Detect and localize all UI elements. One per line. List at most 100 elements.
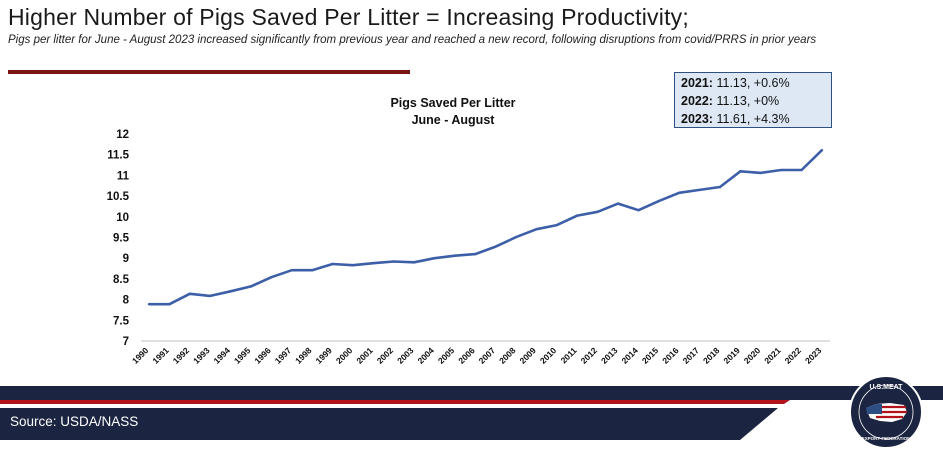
data-point [310,269,314,272]
footer-band [0,386,943,440]
data-point [249,285,253,288]
data-point [229,290,232,293]
y-tick-label: 7.5 [113,315,130,327]
x-tick-label: 1996 [252,345,273,366]
data-point [474,252,477,256]
x-tick-label: 2010 [538,345,559,366]
x-tick-label: 2009 [517,345,538,366]
x-tick-label: 2013 [599,345,620,366]
x-tick-label: 1999 [314,345,335,366]
data-point [208,294,212,298]
data-point [739,170,742,173]
data-point [535,228,538,231]
x-tick-label: 2004 [415,345,436,366]
y-axis: 7 7.5 8 8.5 9 9.5 10 10.5 11 11.5 12 [107,129,130,348]
x-tick-label: 2020 [742,345,763,366]
x-tick-label: 2001 [354,345,375,366]
data-point [351,264,355,267]
data-point [270,276,273,279]
data-point [331,262,334,266]
x-tick-label: 1997 [273,345,294,366]
x-tick-label: 1990 [130,345,151,366]
data-point [290,269,293,272]
line-chart: Pigs Saved Per Litter June - August 7 7.5… [107,96,830,366]
data-point [147,302,151,306]
x-tick-label: 2012 [579,345,600,366]
footer-white-stripe [0,404,784,408]
callout-row-2023: 2023: 11.61, +4.3% [681,112,790,126]
series-line [149,149,823,306]
x-tick-label: 2023 [803,345,824,366]
data-point [372,261,375,265]
y-tick-label: 11.5 [107,150,129,162]
x-tick-label: 2014 [619,345,640,366]
callout-row-2021: 2021: 11.13, +0.6% [681,76,790,90]
chart-title: Pigs Saved Per Litter [390,96,515,110]
series-layer [147,148,824,306]
x-tick-label: 1995 [232,345,253,366]
data-point [596,210,599,214]
x-tick-label: 2006 [456,345,477,366]
data-point [433,257,436,260]
x-tick-label: 2007 [477,345,498,366]
x-tick-label: 1991 [150,345,171,366]
data-point [800,168,803,172]
y-tick-label: 7 [123,336,129,348]
x-tick-label: 2003 [395,345,416,366]
callout-row-2022: 2022: 11.13, +0% [681,94,780,108]
page-subtitle: Pigs per litter for June - August 2023 i… [8,34,817,46]
footer-navy-top [0,386,943,400]
source-label: Source: USDA/NASS [10,414,139,429]
y-tick-label: 9.5 [113,233,130,245]
data-point [637,208,640,212]
data-point [168,302,171,306]
data-point [576,214,579,217]
x-tick-label: 2005 [436,345,457,366]
x-tick-label: 2008 [497,345,518,366]
data-point [412,261,416,264]
logo-text-top: U.S.MEAT [870,384,904,391]
y-tick-label: 9 [123,253,129,265]
data-point [698,188,701,192]
usmef-logo: U.S.MEAT EXPORT FEDERATION [849,375,923,449]
x-tick-label: 1992 [171,345,192,366]
x-tick-label: 2016 [660,345,681,366]
data-point [392,260,395,263]
title-underline [8,70,410,74]
data-point [494,245,497,248]
y-tick-label: 10.5 [107,191,130,203]
x-tick-label: 2002 [375,345,396,366]
y-tick-label: 12 [116,129,129,141]
data-point [718,185,722,189]
y-tick-label: 10 [116,212,129,224]
footer-red-stripe [0,400,790,404]
x-tick-label: 1994 [212,345,233,366]
x-tick-label: 2022 [783,345,804,366]
x-tick-label: 2021 [762,345,783,366]
data-point [188,292,191,296]
footer-navy-bottom [0,408,778,440]
logo-text-bottom: EXPORT FEDERATION [862,436,911,441]
y-tick-label: 11 [117,170,130,182]
x-axis: 1990 1991 1992 1993 1994 1995 1996 1997 1998 1999… [130,340,830,366]
data-point [616,202,620,205]
page-title: Higher Number of Pigs Saved Per Litter =… [8,4,689,30]
data-point [780,168,783,172]
x-tick-label: 1998 [293,345,314,366]
yearly-callout: 2021: 11.13, +0.6% 2022: 11.13, +0% 2023… [674,72,832,128]
x-tick-label: 2017 [681,345,702,366]
chart-subtitle: June - August [412,113,496,127]
data-point [514,235,518,239]
x-tick-label: 2000 [334,345,355,366]
x-tick-label: 2019 [721,345,742,366]
data-point [678,191,681,194]
data-point [820,148,824,152]
data-point [453,254,457,257]
x-tick-label: 2018 [701,345,722,366]
x-tick-label: 1993 [191,345,212,366]
y-tick-label: 8 [123,295,130,307]
data-point [657,199,661,203]
x-tick-label: 2011 [559,345,579,365]
x-tick-label: 2015 [640,345,661,366]
y-tick-label: 8.5 [113,274,130,286]
